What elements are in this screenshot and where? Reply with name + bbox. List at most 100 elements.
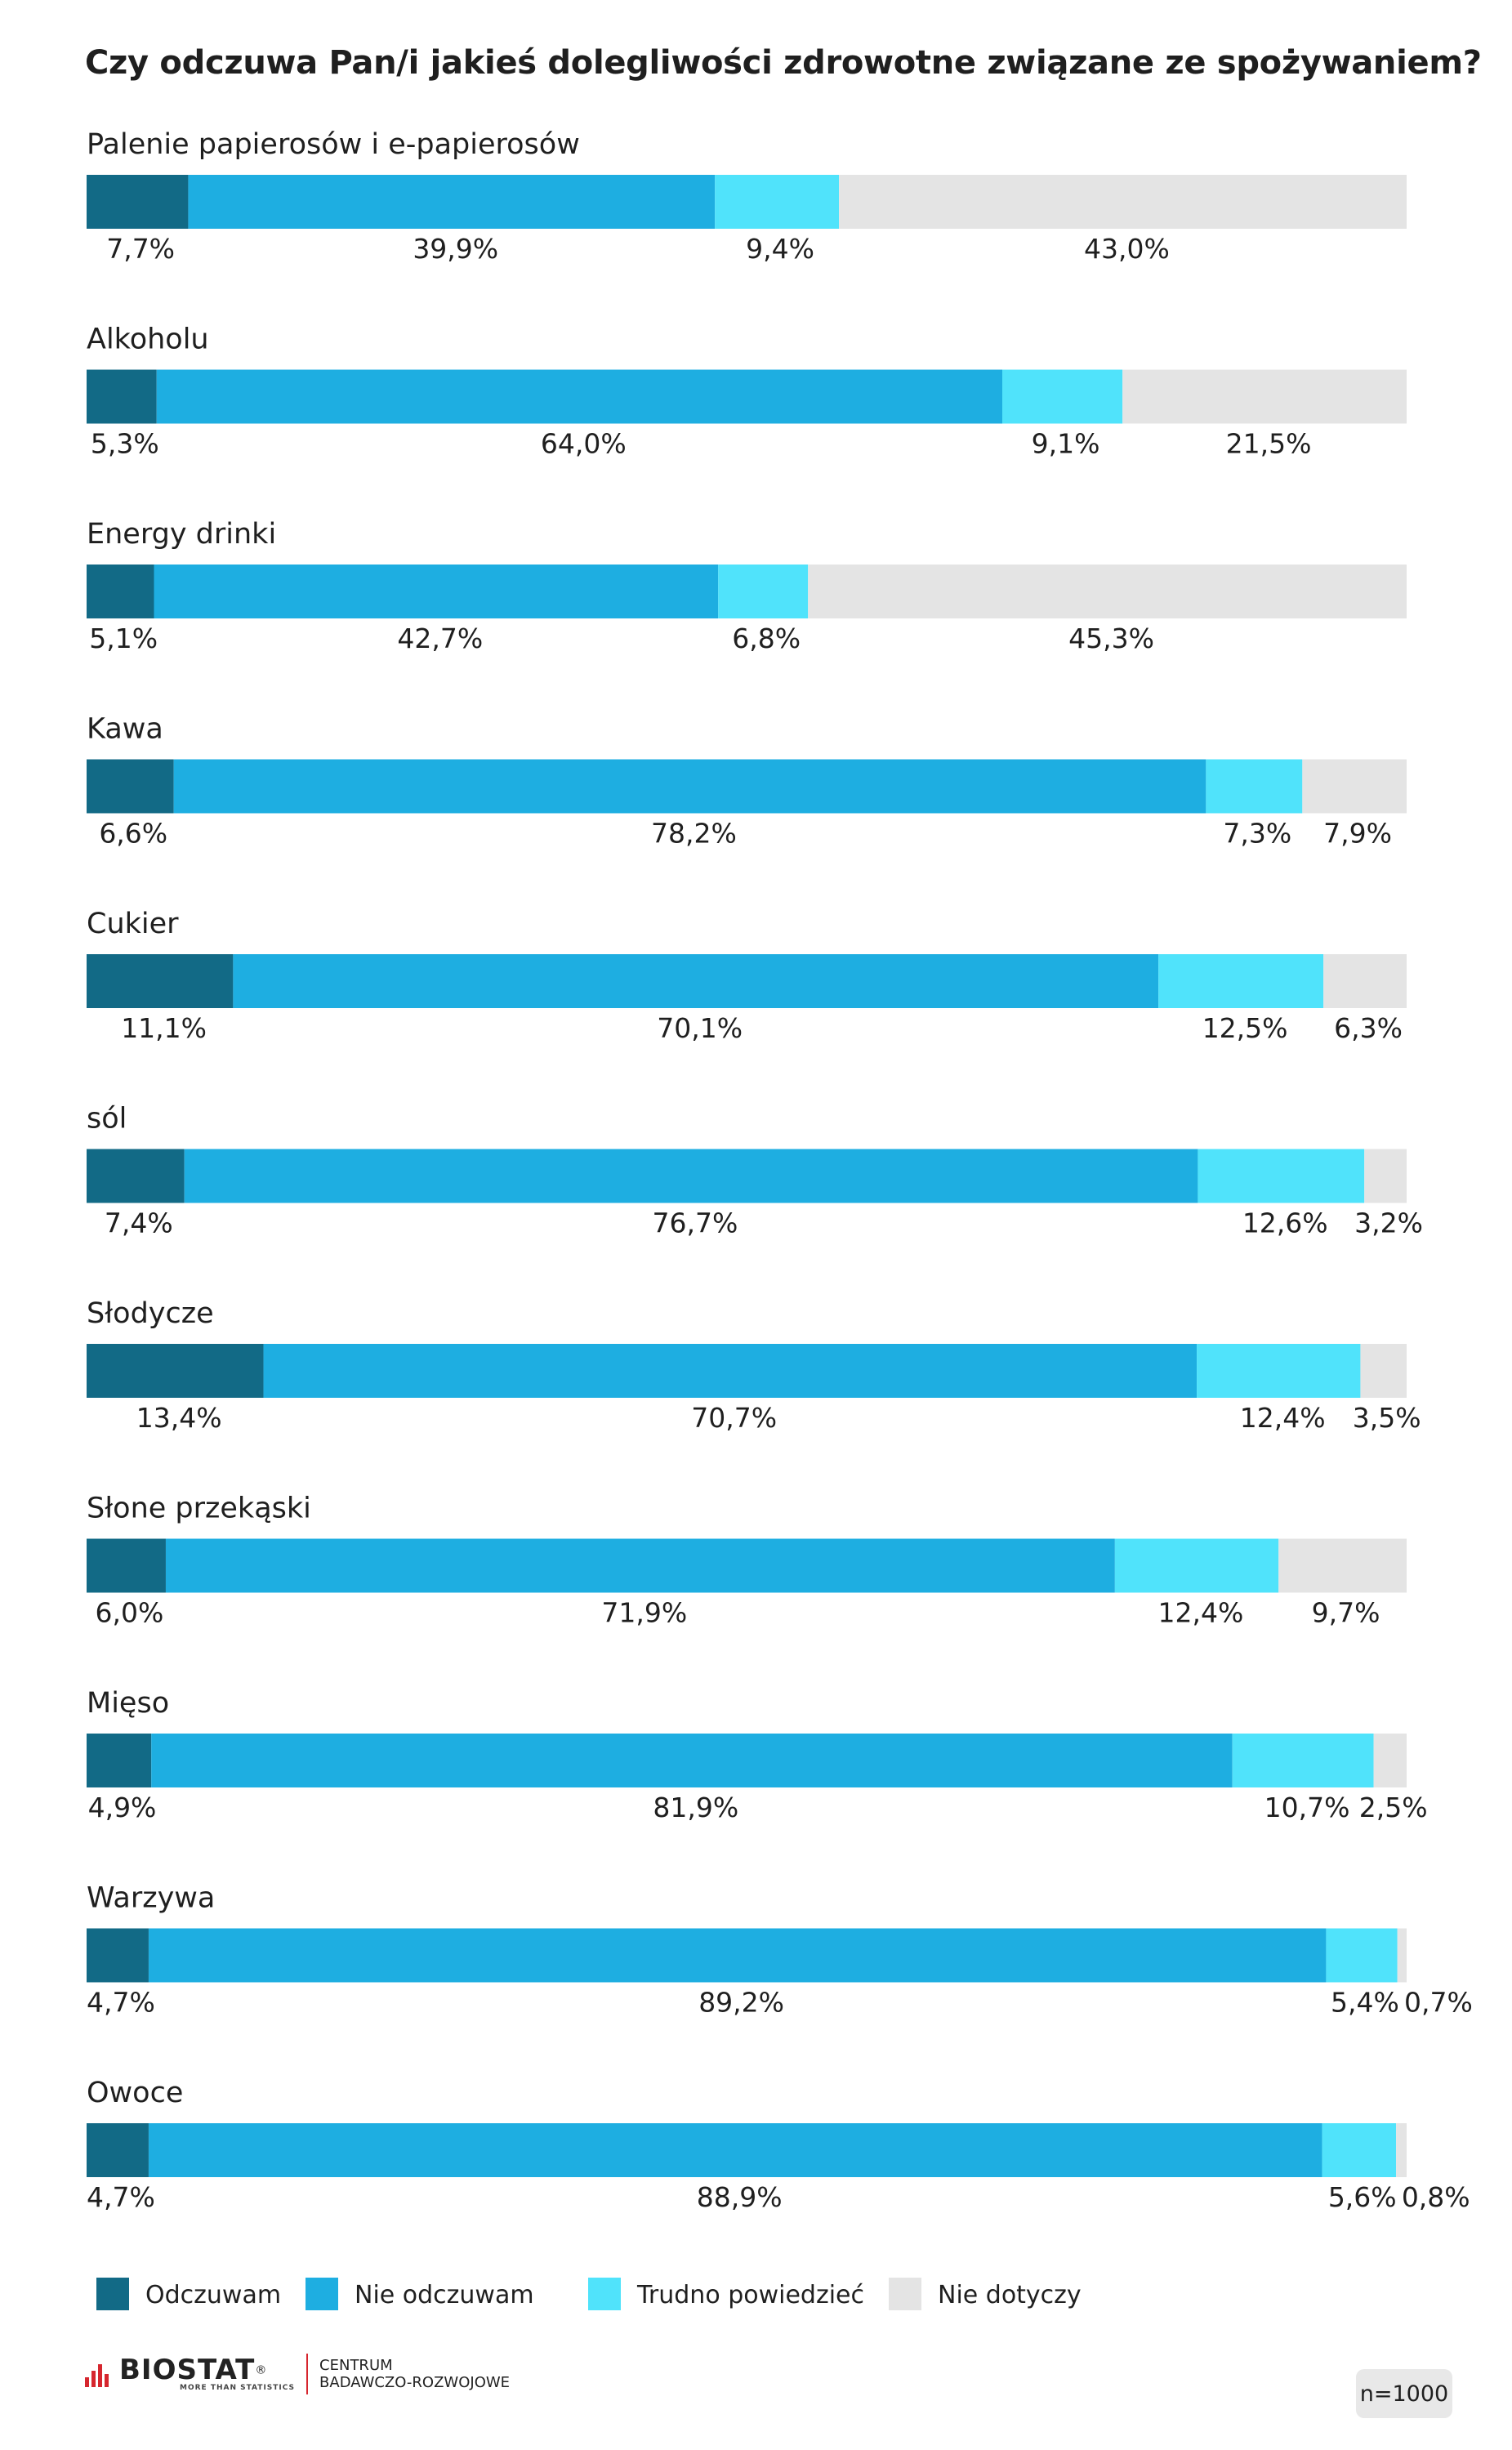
bar-segment (165, 1538, 1115, 1593)
registered-mark: ® (255, 2363, 267, 2377)
value-label: 6,8% (732, 623, 801, 654)
value-label: 71,9% (601, 1597, 687, 1629)
bar-segment (87, 1928, 149, 1983)
value-label: 10,7% (1264, 1792, 1350, 1823)
bar-segment (1373, 1734, 1407, 1787)
value-label: 76,7% (653, 1207, 738, 1239)
value-label: 0,8% (1402, 2181, 1470, 2213)
category-label: Warzywa (87, 1882, 215, 1915)
value-label: 45,3% (1068, 623, 1154, 654)
bar-segment (1158, 954, 1324, 1008)
value-label: 9,7% (1312, 1597, 1380, 1629)
value-label: 78,2% (651, 818, 737, 850)
bar-segment (1323, 954, 1407, 1008)
bar-segment (87, 369, 157, 424)
bar-segment (87, 1734, 152, 1787)
category-label: Mięso (87, 1687, 169, 1720)
value-label: 5,4% (1331, 1987, 1399, 2019)
value-label: 3,5% (1353, 1402, 1421, 1434)
bar-segment (148, 2123, 1322, 2177)
value-label: 21,5% (1226, 428, 1312, 460)
chart-title: Czy odczuwa Pan/i jakieś dolegliwości zd… (85, 44, 1482, 82)
bar-segment (184, 1149, 1198, 1203)
bar-segment (233, 954, 1159, 1008)
bar-segment (1326, 1928, 1398, 1983)
value-label: 5,1% (89, 623, 158, 654)
category-label: Cukier (87, 908, 179, 940)
bar-segment (715, 175, 840, 229)
category-label: Słone przekąski (87, 1493, 311, 1525)
bar-segment (151, 1734, 1233, 1787)
legend-swatch (306, 2278, 338, 2310)
value-label: 70,7% (691, 1402, 777, 1434)
value-label: 4,9% (88, 1792, 157, 1823)
sample-size-badge: n=1000 (1356, 2369, 1452, 2418)
bar-segment (87, 1344, 264, 1398)
category-label: sól (87, 1103, 127, 1136)
bar-segment (156, 369, 1003, 424)
value-label: 12,6% (1242, 1207, 1328, 1239)
legend-swatch (96, 2278, 129, 2310)
value-label: 89,2% (698, 1987, 784, 2019)
value-label: 6,6% (99, 818, 167, 850)
bar-chart-icon (85, 2361, 111, 2387)
value-label: 81,9% (653, 1792, 738, 1823)
value-label: 6,0% (95, 1597, 163, 1629)
value-label: 5,6% (1328, 2181, 1397, 2213)
value-label: 11,1% (121, 1012, 207, 1044)
legend-label: Odczuwam (145, 2281, 281, 2309)
bar-segment (1197, 1344, 1361, 1398)
logo-subtitle-line2: BADAWCZO-ROZWOJOWE (319, 2374, 511, 2391)
bar-segment (87, 759, 174, 814)
bar-segment (87, 175, 189, 229)
category-label: Słodycze (87, 1297, 214, 1330)
value-label: 88,9% (697, 2181, 783, 2213)
bar-segment (1206, 759, 1303, 814)
biostat-logo: BIOSTAT® MORE THAN STATISTICS CENTRUM BA… (85, 2350, 510, 2399)
logo-separator (306, 2354, 309, 2394)
value-label: 2,5% (1359, 1792, 1428, 1823)
value-label: 9,1% (1032, 428, 1100, 460)
value-label: 64,0% (541, 428, 627, 460)
bar-segment (148, 1928, 1327, 1983)
legend-swatch (588, 2278, 621, 2310)
value-label: 7,9% (1323, 818, 1392, 850)
bar-segment (1198, 1149, 1365, 1203)
value-label: 4,7% (87, 2181, 155, 2213)
bar-segment (1002, 369, 1123, 424)
value-label: 5,3% (91, 428, 159, 460)
legend-swatch (889, 2278, 921, 2310)
value-label: 6,3% (1334, 1012, 1403, 1044)
bar-segment (188, 175, 716, 229)
logo-subtitle: CENTRUM BADAWCZO-ROZWOJOWE (319, 2357, 510, 2391)
bar-segment (1364, 1149, 1407, 1203)
bar-segment (87, 565, 154, 618)
bar-segment (1396, 2123, 1407, 2177)
value-label: 12,4% (1158, 1597, 1244, 1629)
bar-segment (808, 565, 1407, 618)
value-label: 7,3% (1223, 818, 1291, 850)
category-label: Energy drinki (87, 518, 276, 551)
value-label: 7,7% (106, 233, 175, 265)
bar-segment (1360, 1344, 1407, 1398)
value-label: 12,4% (1240, 1402, 1326, 1434)
bar-segment (1278, 1538, 1407, 1593)
value-label: 43,0% (1084, 233, 1170, 265)
legend-label: Nie dotyczy (938, 2281, 1082, 2309)
legend-label: Nie odczuwam (355, 2281, 534, 2309)
value-label: 3,2% (1354, 1207, 1423, 1239)
value-label: 4,7% (87, 1987, 155, 2019)
category-label: Kawa (87, 713, 163, 746)
value-label: 12,5% (1202, 1012, 1288, 1044)
logo-subtitle-line1: CENTRUM (319, 2357, 393, 2374)
bar-segment (87, 954, 234, 1008)
category-label: Alkoholu (87, 324, 209, 356)
bar-segment (173, 759, 1206, 814)
value-label: 9,4% (746, 233, 814, 265)
bar-segment (718, 565, 809, 618)
value-label: 42,7% (397, 623, 483, 654)
logo-brand: BIOSTAT (119, 2354, 256, 2386)
bar-segment (1322, 2123, 1397, 2177)
value-label: 0,7% (1404, 1987, 1473, 2019)
